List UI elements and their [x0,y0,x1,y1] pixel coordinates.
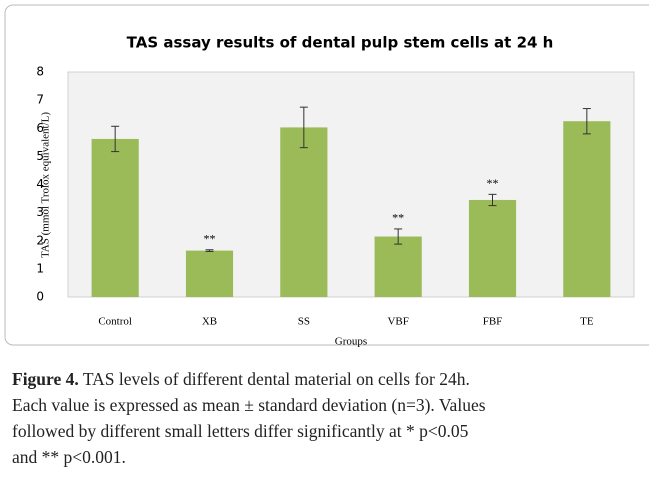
bar [280,127,328,297]
caption-line: followed by different small letters diff… [12,418,649,444]
x-tick-label: FBF [483,316,503,328]
caption-text: Each value is expressed as mean ± standa… [12,395,486,415]
x-tick-label: XB [202,316,217,328]
caption-text: TAS levels of different dental material … [82,369,470,389]
x-axis-label: Groups [335,336,367,348]
caption-label: Figure 4. [12,369,79,389]
x-tick-label: VBF [387,316,408,328]
y-tick-label: 6 [36,121,44,135]
annotation: ** [204,232,216,246]
y-tick-label: 5 [36,149,44,163]
caption-text: followed by different small letters diff… [12,421,469,441]
y-tick-label: 0 [36,290,44,304]
bar [563,121,611,297]
x-tick-label: SS [298,316,310,328]
chart: TAS assay results of dental pulp stem ce… [4,4,649,348]
y-axis-label: TAS (mmol Trolox equivalent/L) [40,112,52,258]
x-tick-label: Control [98,316,132,328]
caption-line: Each value is expressed as mean ± standa… [12,392,649,418]
caption: Figure 4. TAS levels of different dental… [12,366,649,470]
y-tick-label: 3 [36,205,44,219]
chart-title: TAS assay results of dental pulp stem ce… [127,34,554,52]
caption-text: and ** p<0.001. [12,447,126,467]
bar [91,138,139,297]
y-tick-label: 1 [36,261,44,275]
x-tick-label: TE [580,316,594,328]
y-tick-label: 4 [36,177,44,191]
y-tick-label: 2 [36,233,44,247]
bar [468,199,517,297]
caption-line: Figure 4. TAS levels of different dental… [12,366,649,392]
bar [374,236,422,297]
annotation: ** [487,176,499,190]
y-tick-label: 7 [36,93,44,107]
plot-area [67,71,635,298]
bar [185,250,234,297]
annotation: ** [392,211,404,225]
y-tick-label: 8 [36,65,44,79]
caption-line: and ** p<0.001. [12,444,649,470]
